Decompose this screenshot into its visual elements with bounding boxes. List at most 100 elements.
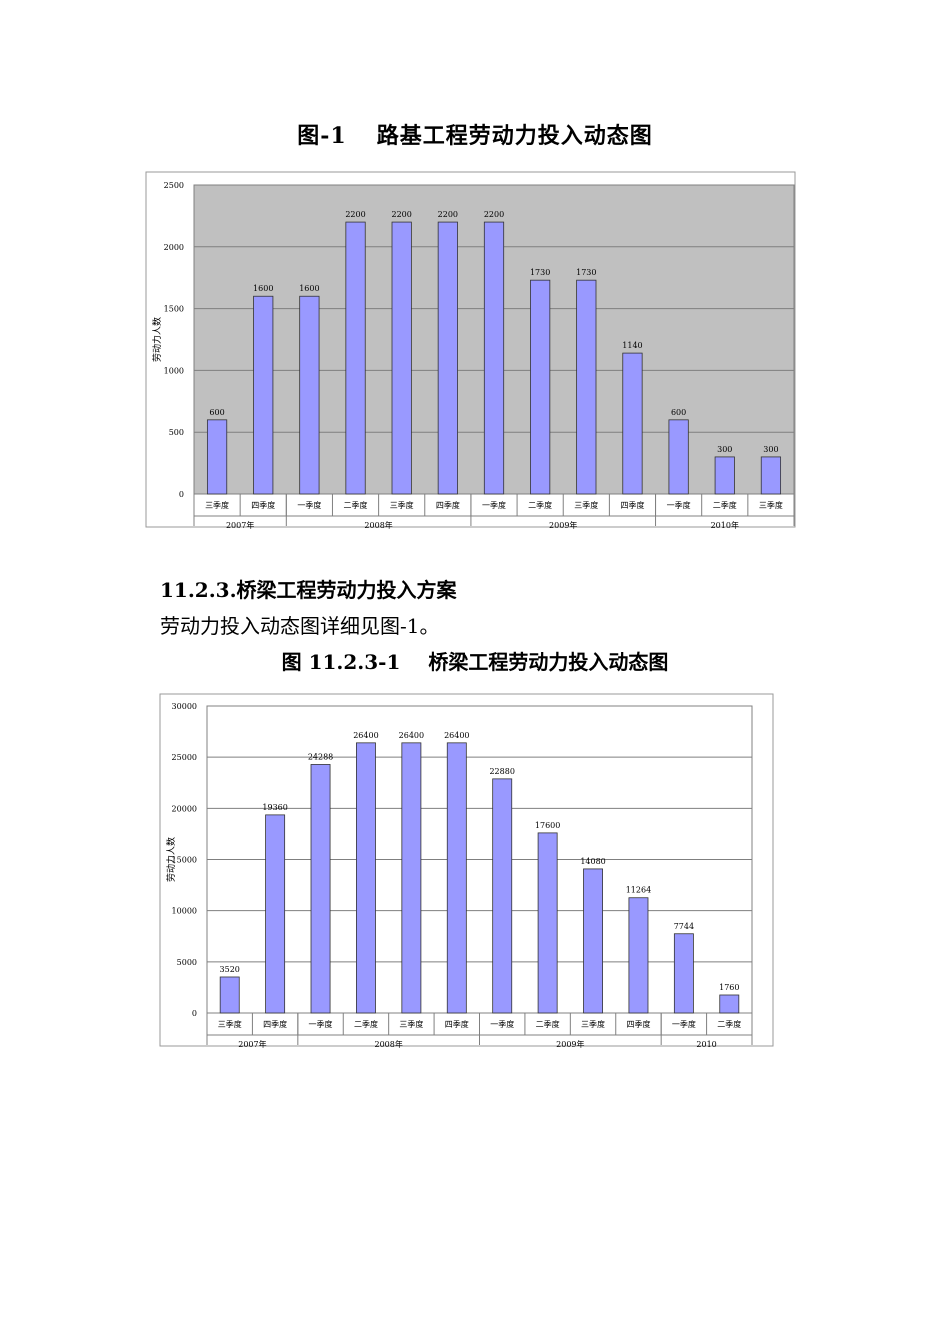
figure1-caption: 图-1 路基工程劳动力投入动态图: [0, 118, 950, 150]
chart2-bar: [719, 994, 740, 1014]
chart1-data-label: 600: [209, 408, 224, 417]
chart1-data-label: 1600: [299, 284, 319, 293]
chart2-plot-area: [206, 705, 753, 1014]
chart1-bar: [714, 456, 735, 495]
figure1-title: 路基工程劳动力投入动态图: [376, 123, 653, 149]
chart1-bar: [437, 221, 458, 495]
chart2-y-axis-label: 劳动力人数: [165, 837, 177, 882]
chart1-x-tick-label: 四季度: [620, 500, 644, 510]
chart2-group-label: 2007年: [238, 1039, 266, 1049]
chart2-x-tick-label: 二季度: [354, 1019, 378, 1029]
chart2-x-tick-label: 一季度: [672, 1019, 696, 1029]
chart2-x-tick-label: 二季度: [717, 1019, 741, 1029]
chart2-y-tick-label: 10000: [172, 907, 197, 916]
chart2-group-label: 2008年: [374, 1039, 402, 1049]
chart2-y-tick-label: 0: [192, 1009, 197, 1018]
chart1-data-label: 2200: [392, 210, 412, 219]
chart2-bar: [356, 742, 376, 1014]
chart1-y-tick-label: 2000: [164, 243, 184, 252]
chart2-data-label: 26400: [444, 731, 469, 740]
section-heading: 11.2.3.桥梁工程劳动力投入方案: [160, 578, 457, 602]
chart2-x-tick-label: 三季度: [581, 1019, 605, 1029]
chart2-data-label: 7744: [674, 922, 694, 931]
chart2-bar: [537, 832, 558, 1014]
chart1-y-tick-label: 1000: [164, 366, 184, 375]
chart1-x-tick-label: 一季度: [482, 500, 506, 510]
chart2-x-tick-label: 一季度: [490, 1019, 514, 1029]
chart2-bar: [310, 764, 331, 1014]
chart1-data-label: 2200: [484, 210, 504, 219]
chart1-y-axis-label: 劳动力人数: [151, 317, 163, 362]
chart1-x-tick-label: 一季度: [667, 500, 691, 510]
chart1-x-tick-label: 三季度: [390, 500, 414, 510]
chart1-bar: [668, 419, 689, 495]
chart2-bar: [673, 933, 694, 1014]
chart2-x-tick-label: 四季度: [626, 1019, 650, 1029]
chart1-y-tick-label: 2500: [164, 181, 184, 190]
chart2-bar: [628, 897, 649, 1014]
chart2-x-tick-label: 二季度: [536, 1019, 560, 1029]
chart2-data-label: 1760: [719, 983, 739, 992]
figure2-title: 桥梁工程劳动力投入动态图: [428, 650, 669, 674]
chart1-bar: [206, 419, 228, 495]
chart2-data-label: 24288: [308, 752, 333, 761]
chart1-bar: [253, 295, 274, 495]
chart1-bar: [760, 456, 782, 495]
chart2-data-label: 11264: [626, 886, 651, 895]
chart2-x-tick-label: 三季度: [218, 1019, 242, 1029]
chart1-data-label: 300: [763, 445, 778, 454]
chart2-x-tick-label: 四季度: [263, 1019, 287, 1029]
chart1-data-label: 300: [717, 445, 732, 454]
chart1-group-label: 2007年: [226, 520, 254, 530]
chart1-plot-area: [193, 184, 795, 495]
chart1-y-tick-label: 500: [169, 428, 184, 437]
chart1-y-tick-label: 1500: [164, 305, 184, 314]
chart1-bar: [299, 295, 320, 495]
chart2-data-label: 3520: [220, 965, 240, 974]
chart1-x-tick-label: 二季度: [713, 500, 737, 510]
chart2-y-tick-label: 15000: [172, 856, 197, 865]
chart2-frame: [159, 693, 774, 1047]
chart1-data-label: 2200: [345, 210, 365, 219]
chart1-x-tick-label: 三季度: [205, 500, 229, 510]
chart1-data-label: 2200: [438, 210, 458, 219]
figure2-label: 图 11.2.3-1: [281, 650, 401, 674]
chart2-data-label: 19360: [262, 803, 287, 812]
chart1-x-tick-label: 一季度: [297, 500, 321, 510]
chart1-x-tick-label: 四季度: [436, 500, 460, 510]
chart1-x-tick-label: 四季度: [251, 500, 275, 510]
chart1-group-label: 2010年: [711, 520, 739, 530]
chart2-group-label: 2009年: [556, 1039, 584, 1049]
chart2-x-tick-label: 一季度: [309, 1019, 333, 1029]
chart1-y-tick-label: 0: [179, 490, 184, 499]
chart2-y-tick-label: 25000: [172, 753, 197, 762]
chart1-group-label: 2009年: [549, 520, 577, 530]
chart2-y-tick-label: 5000: [177, 958, 197, 967]
chart2-group-label: 2010: [696, 1040, 716, 1049]
chart1-bar: [345, 221, 366, 495]
chart2-y-tick-label: 30000: [172, 702, 197, 711]
chart2-x-tick-label: 三季度: [399, 1019, 423, 1029]
chart1-x-tick-label: 二季度: [528, 500, 552, 510]
chart2-bar: [492, 778, 513, 1014]
figure1-label: 图-1: [297, 123, 347, 149]
chart2-bar: [219, 976, 240, 1014]
chart1-data-label: 1730: [576, 268, 596, 277]
chart2-data-label: 26400: [353, 731, 378, 740]
chart1-data-label: 600: [671, 408, 686, 417]
chart2-data-label: 26400: [399, 731, 424, 740]
chart1-data-label: 1730: [530, 268, 550, 277]
chart2-data-label: 14080: [580, 857, 605, 866]
chart2-x-tick-label: 四季度: [445, 1019, 469, 1029]
chart2-bar: [446, 742, 467, 1014]
chart2-data-label: 22880: [489, 767, 514, 776]
chart1-x-tick-label: 二季度: [344, 500, 368, 510]
chart2-y-tick-label: 20000: [172, 804, 197, 813]
chart1-bar: [622, 352, 643, 495]
chart2-bar: [401, 742, 422, 1014]
chart1-data-label: 1600: [253, 284, 273, 293]
chart1-frame: [145, 171, 796, 528]
chart1-x-tick-label: 三季度: [574, 500, 598, 510]
chart1-bar: [483, 221, 505, 495]
chart1-bar: [576, 279, 597, 495]
